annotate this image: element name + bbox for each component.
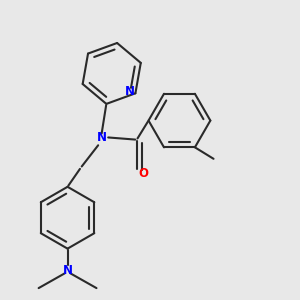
Text: N: N: [125, 85, 135, 98]
Text: O: O: [138, 167, 148, 180]
Text: N: N: [63, 264, 73, 277]
Text: N: N: [96, 131, 106, 144]
